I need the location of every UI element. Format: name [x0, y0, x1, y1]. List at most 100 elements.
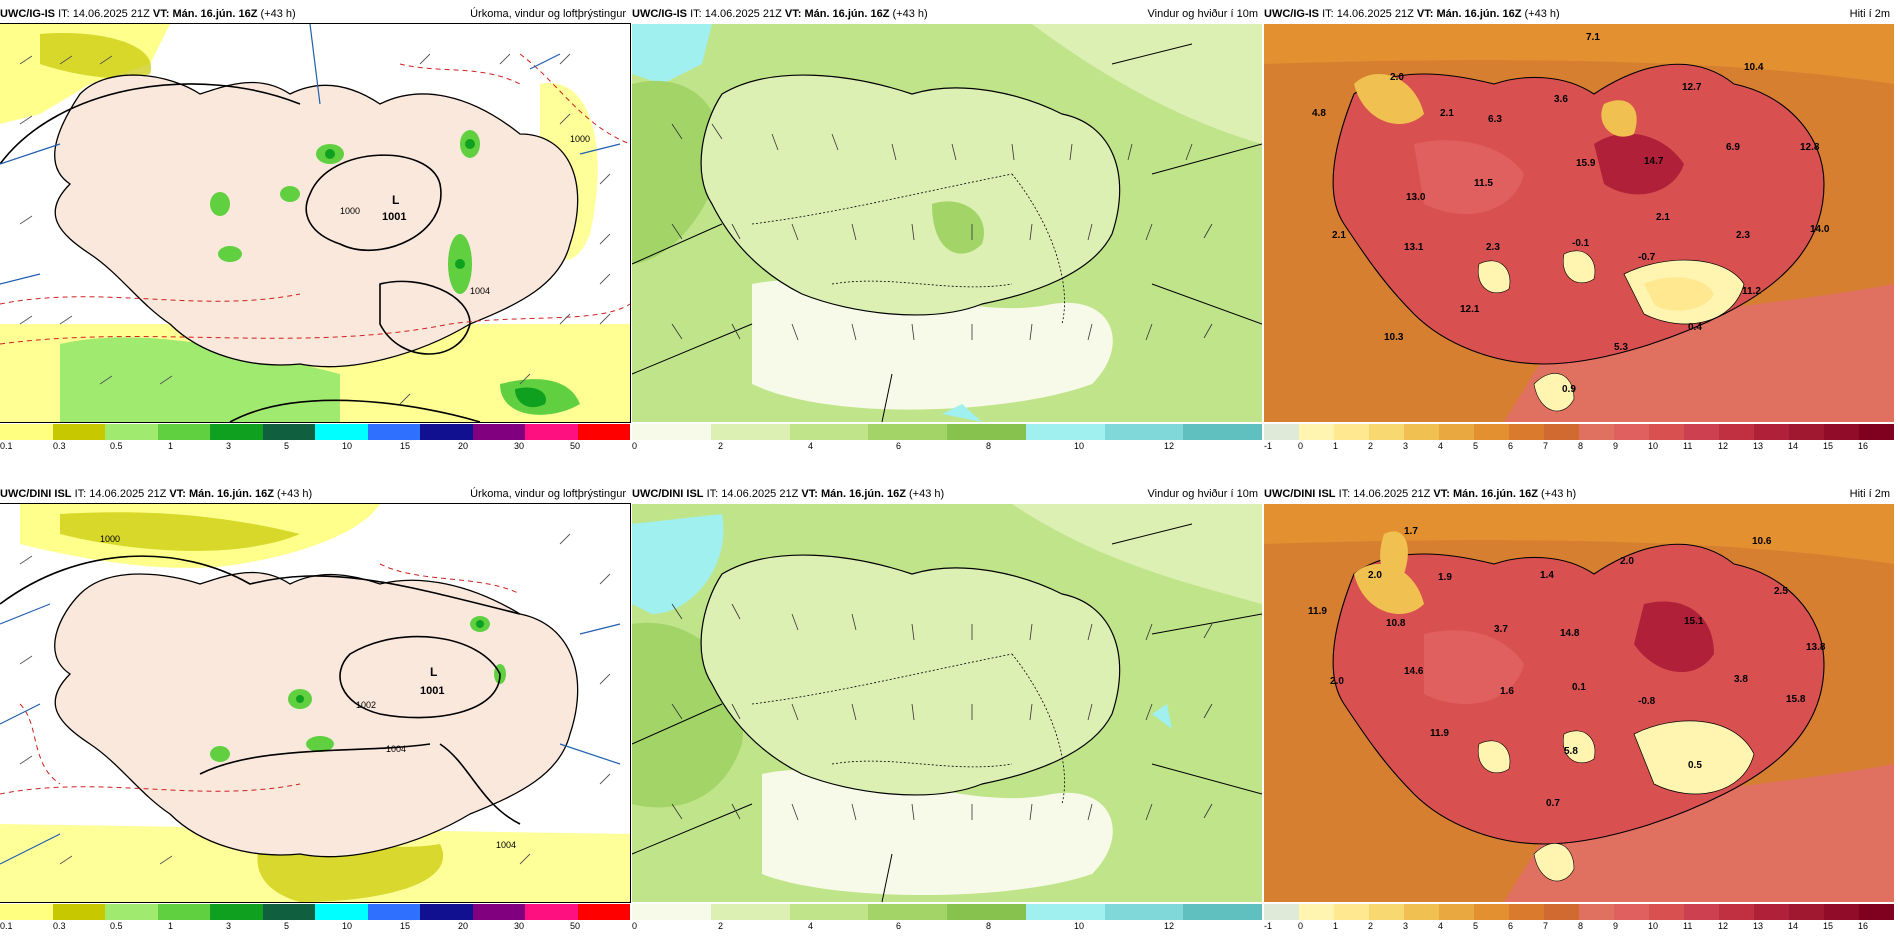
it-label: IT: — [1322, 8, 1334, 20]
svg-text:2.0: 2.0 — [1390, 72, 1404, 83]
svg-text:1000: 1000 — [570, 134, 590, 144]
temp-map: 1.7 10.6 2.0 1.9 1.4 2.0 11.9 10.8 3.7 1… — [1264, 504, 1894, 902]
svg-text:1004: 1004 — [386, 744, 406, 754]
wind-legend-ticks: 0 2 4 6 8 10 12 — [632, 921, 1175, 931]
svg-text:10.6: 10.6 — [1752, 536, 1772, 547]
temp-legend: -1 0 1 2 3 4 5 6 7 8 9 10 11 12 13 14 15… — [1264, 424, 1894, 452]
svg-text:11.2: 11.2 — [1742, 286, 1761, 297]
it-label: IT: — [58, 8, 70, 20]
svg-text:6.9: 6.9 — [1726, 142, 1740, 153]
precip-map-svg: L 1001 1000 1000 1004 — [0, 24, 630, 422]
product-title: Hiti í 2m — [1849, 8, 1890, 20]
svg-text:1.6: 1.6 — [1500, 686, 1514, 697]
svg-text:11.5: 11.5 — [1474, 178, 1493, 189]
product-title: Úrkoma, vindur og loftþrýstingur — [470, 8, 626, 20]
precip-map-svg: L 1001 1000 1002 1004 1004 — [0, 504, 630, 902]
svg-text:2.1: 2.1 — [1440, 108, 1454, 119]
svg-text:3.6: 3.6 — [1554, 94, 1568, 105]
svg-text:12.8: 12.8 — [1800, 142, 1820, 153]
svg-text:1.7: 1.7 — [1404, 526, 1418, 537]
wind-panel-dini: UWC/DINI ISL IT: 14.06.2025 21Z VT: Mán.… — [632, 480, 1262, 931]
issue-time: 14.06.2025 21Z — [1353, 488, 1431, 500]
svg-text:2.0: 2.0 — [1620, 556, 1634, 567]
temp-legend-bar — [1264, 904, 1894, 920]
precip-panel-dini: UWC/DINI ISL IT: 14.06.2025 21Z VT: Mán.… — [0, 480, 631, 932]
svg-text:-0.1: -0.1 — [1572, 238, 1590, 249]
svg-text:4.8: 4.8 — [1312, 108, 1326, 119]
issue-time: 14.06.2025 21Z — [89, 488, 167, 500]
svg-text:10.3: 10.3 — [1384, 332, 1404, 343]
temp-legend-ticks: -1 0 1 2 3 4 5 6 7 8 9 10 11 12 13 14 15… — [1264, 921, 1869, 931]
svg-text:11.9: 11.9 — [1308, 606, 1327, 617]
it-label: IT: — [690, 8, 702, 20]
svg-text:0.4: 0.4 — [1688, 322, 1702, 333]
precip-map: L 1001 1000 1002 1004 1004 — [0, 503, 631, 903]
panel-header: UWC/DINI ISL IT: 14.06.2025 21Z VT: Mán.… — [1264, 486, 1894, 502]
svg-text:0.5: 0.5 — [1688, 760, 1702, 771]
wind-map-svg — [632, 24, 1262, 422]
wind-map-svg — [632, 504, 1262, 902]
svg-text:1.9: 1.9 — [1438, 572, 1452, 583]
svg-text:0.9: 0.9 — [1562, 384, 1576, 395]
precip-map: L 1001 1000 1000 1004 — [0, 23, 631, 423]
svg-text:2.1: 2.1 — [1332, 230, 1346, 241]
low-center-letter: L — [392, 193, 399, 207]
valid-time: VT: Mán. 16.jún. 16Z — [801, 488, 906, 500]
svg-text:0.7: 0.7 — [1546, 798, 1560, 809]
temp-values-dini: 1.7 10.6 2.0 1.9 1.4 2.0 11.9 10.8 3.7 1… — [1308, 526, 1826, 809]
precip-legend: 0.1 0.3 0.5 1 3 5 10 15 20 30 50 — [0, 904, 630, 932]
it-label: IT: — [74, 488, 87, 500]
panel-header: UWC/DINI ISL IT: 14.06.2025 21Z VT: Mán.… — [632, 486, 1262, 502]
svg-text:10.4: 10.4 — [1744, 62, 1764, 73]
svg-text:6.3: 6.3 — [1488, 114, 1502, 125]
svg-text:13.0: 13.0 — [1406, 192, 1426, 203]
svg-text:15.9: 15.9 — [1576, 158, 1596, 169]
iceland-landmass — [54, 74, 579, 368]
svg-text:5.8: 5.8 — [1564, 746, 1578, 757]
svg-text:10.8: 10.8 — [1386, 618, 1406, 629]
svg-text:2.0: 2.0 — [1368, 570, 1382, 581]
svg-text:13.1: 13.1 — [1404, 242, 1424, 253]
lead-time: (+43 h) — [260, 8, 296, 20]
low-center-value: 1001 — [382, 211, 406, 223]
valid-time: VT: Mán. 16.jún. 16Z — [784, 8, 890, 20]
panel-header: UWC/IG-IS IT: 14.06.2025 21Z VT: Mán. 16… — [1264, 6, 1894, 22]
svg-text:0.1: 0.1 — [1572, 682, 1586, 693]
svg-text:1002: 1002 — [356, 700, 376, 710]
low-center-letter: L — [430, 665, 437, 679]
precip-legend: 0.1 0.3 0.5 1 3 5 10 15 20 30 50 — [0, 424, 630, 452]
model-name: UWC/IG-IS — [0, 8, 55, 20]
precip-legend-bar — [0, 904, 630, 920]
issue-time: 14.06.2025 21Z — [704, 8, 782, 20]
precip-legend-ticks: 0.1 0.3 0.5 1 3 5 10 15 20 30 50 — [0, 441, 581, 451]
issue-time: 14.06.2025 21Z — [72, 8, 150, 20]
lead-time: (+43 h) — [1540, 488, 1577, 500]
svg-text:2.3: 2.3 — [1486, 242, 1500, 253]
model-name: UWC/IG-IS — [1264, 8, 1319, 20]
svg-text:14.7: 14.7 — [1644, 156, 1664, 167]
panel-header: UWC/IG-IS IT: 14.06.2025 21Z VT: Mán. 16… — [632, 6, 1262, 22]
svg-text:14.8: 14.8 — [1560, 628, 1580, 639]
svg-text:13.8: 13.8 — [1806, 642, 1826, 653]
issue-time: 14.06.2025 21Z — [721, 488, 799, 500]
temp-map-svg: 1.7 10.6 2.0 1.9 1.4 2.0 11.9 10.8 3.7 1… — [1264, 504, 1894, 902]
model-name: UWC/IG-IS — [632, 8, 687, 20]
temp-values-igis: 7.1 2.0 10.4 4.8 2.1 6.3 3.6 12.7 15.9 1… — [1312, 32, 1830, 395]
svg-text:3.8: 3.8 — [1734, 674, 1748, 685]
svg-text:1004: 1004 — [496, 840, 516, 850]
svg-text:2.0: 2.0 — [1330, 676, 1344, 687]
temp-legend: -1 0 1 2 3 4 5 6 7 8 9 10 11 12 13 14 15… — [1264, 904, 1894, 932]
wind-map — [632, 24, 1262, 422]
model-name: UWC/DINI ISL — [0, 488, 72, 500]
model-name: UWC/DINI ISL — [1264, 488, 1336, 500]
iceland-landmass — [54, 571, 579, 858]
wind-legend-bar — [632, 424, 1262, 440]
it-label: IT: — [1338, 488, 1351, 500]
precip-legend-bar — [0, 424, 630, 440]
valid-time: VT: Mán. 16.jún. 16Z — [152, 8, 258, 20]
svg-text:15.8: 15.8 — [1786, 694, 1806, 705]
lead-time: (+43 h) — [276, 488, 313, 500]
temp-legend-ticks: -1 0 1 2 3 4 5 6 7 8 9 10 11 12 13 14 15… — [1264, 441, 1869, 451]
precip-panel-igis: UWC/IG-IS IT: 14.06.2025 21Z VT: Mán. 16… — [0, 0, 631, 452]
svg-text:14.6: 14.6 — [1404, 666, 1424, 677]
